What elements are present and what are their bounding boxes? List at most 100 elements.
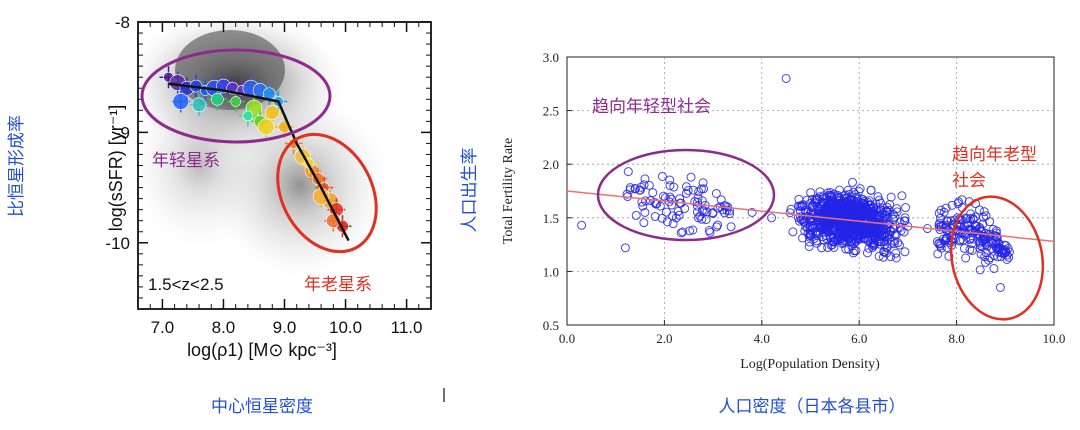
right-data-point [698,178,708,188]
left-x-tick-label: 7.0 [151,318,175,337]
right-data-point [865,200,875,210]
right-data-point [713,220,723,230]
right-data-point [996,252,1006,262]
right-data-point [720,208,730,218]
right-data-point [693,197,703,207]
right-data-point [825,233,835,243]
right-data-point [716,195,726,205]
right-data-point [786,204,796,214]
right-data-point [650,212,660,222]
right-data-point [832,216,842,226]
right-data-point [711,188,721,198]
right-data-point [678,227,688,237]
right-data-point [827,240,837,250]
right-y-tick-label: 2.5 [543,104,559,119]
left-points [159,66,352,238]
left-data-point [191,97,207,113]
right-data-point [650,197,660,207]
right-data-point [832,209,842,219]
right-data-point [858,223,868,233]
right-x-tick-label: 6.0 [851,331,867,346]
right-data-point [813,203,823,213]
right-x-tick-label: 2.0 [656,331,672,346]
right-data-point [847,177,857,187]
left-x-tick-label: 9.0 [273,318,297,337]
right-data-point [837,202,847,212]
right-data-point [980,257,990,267]
right-data-point [829,233,839,243]
right-data-point [900,216,910,226]
right-data-point [665,181,675,191]
right-data-point [676,228,686,238]
right-data-point [900,247,910,257]
right-data-point [961,253,971,263]
young-galaxy-label: 年轻星系 [152,151,220,171]
right-data-point [889,238,899,248]
right-data-point [693,193,703,203]
right-data-point [849,248,859,258]
right-data-point [657,171,667,181]
left-y-tick-label: -9 [115,123,130,142]
left-y-axis-label: log(sSFR) [yr⁻¹] [106,105,126,232]
right-data-point [882,225,892,235]
right-data-point [884,229,894,239]
right-data-point [662,217,672,227]
right-data-point [640,174,650,184]
right-data-point [681,182,691,192]
right-data-point [849,187,859,197]
right-x-axis-label: Log(Population Density) [740,357,880,372]
old-society-label-line1: 趋向年老型 [952,145,1037,165]
right-data-point [638,201,648,211]
right-x-tick-label: 10.0 [1043,331,1066,346]
right-data-point [623,167,633,177]
right-data-point [659,191,669,201]
right-data-point [851,196,861,206]
young-galaxy-ellipse [140,48,332,144]
right-data-point [843,229,853,239]
right-data-point [811,227,821,237]
right-data-point [975,205,985,215]
left-data-point [242,110,254,122]
right-data-point [888,215,898,225]
right-data-point [620,243,630,253]
right-data-point [630,184,640,194]
right-data-point [980,252,990,262]
right-data-point [875,211,885,221]
right-y-axis-label: Total Fertility Rate [501,138,516,244]
right-data-point [934,222,944,232]
right-data-point [788,227,798,237]
old-society-ellipse [949,195,1045,321]
right-data-point [871,199,881,209]
right-data-point [894,240,904,250]
right-data-point [669,182,679,192]
right-data-point [826,190,836,200]
right-data-point [795,201,805,211]
left-x-tick-label: 8.0 [212,318,236,337]
right-data-point [966,213,976,223]
right-data-point [807,194,817,204]
right-data-point [880,227,890,237]
right-data-point [970,212,980,222]
right-data-point [666,194,676,204]
right-data-point [644,180,654,190]
right-data-point [868,238,878,248]
right-data-point [986,238,996,248]
right-data-point [933,249,943,259]
right-data-point [975,241,985,251]
right-data-point [842,193,852,203]
right-data-point [993,252,1003,262]
right-data-point [886,239,896,249]
right-data-point [934,239,944,249]
fit-line [168,82,350,242]
right-data-point [661,207,671,217]
right-data-point [845,195,855,205]
right-data-point [767,213,777,223]
right-data-point [641,196,651,206]
left-side-label: 比恒星形成率 [7,115,27,217]
right-data-point [854,186,864,196]
old-galaxy-label: 年老星系 [304,275,372,295]
right-y-tick-label: 2.0 [543,157,559,172]
right-data-point [892,207,902,217]
left-data-point [172,93,190,110]
